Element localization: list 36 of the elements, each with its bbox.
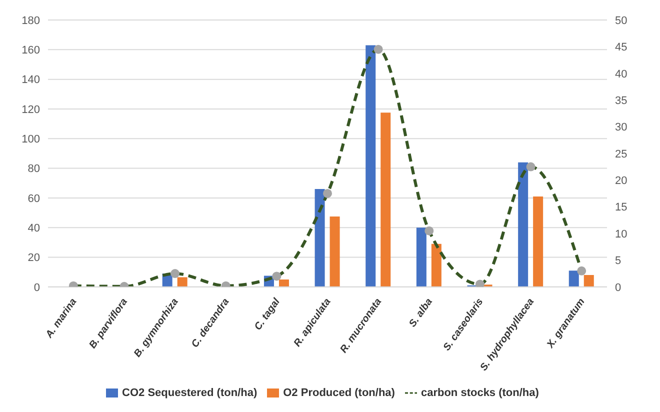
bar <box>518 162 528 287</box>
bar <box>431 244 442 287</box>
y-tick-label: 140 <box>22 74 40 86</box>
y2-tick-label: 20 <box>615 175 628 188</box>
bar <box>533 196 544 287</box>
y2-tick-label: 25 <box>615 148 628 160</box>
y-tick-label: 160 <box>22 44 40 57</box>
y-tick-label: 100 <box>22 134 40 146</box>
y2-tick-label: 30 <box>615 122 628 134</box>
bar <box>584 275 594 287</box>
bar <box>177 277 188 287</box>
bar <box>314 189 325 287</box>
legend-label: CO2 Sequestered (ton/ha) <box>122 386 258 399</box>
y2-tick-label: 10 <box>615 228 628 240</box>
bar <box>416 228 426 287</box>
y2-tick-label: 15 <box>615 202 628 214</box>
y2-tick-label: 40 <box>615 68 628 80</box>
bar <box>278 279 289 287</box>
y-tick-label: 20 <box>28 252 40 264</box>
y-tick-label: 60 <box>28 192 40 205</box>
y-tick-label: 120 <box>22 104 40 116</box>
bar <box>366 45 376 287</box>
y2-tick-label: 5 <box>615 255 622 268</box>
bar <box>380 112 391 287</box>
y2-tick-label: 45 <box>615 42 628 54</box>
y2-tick-label: 0 <box>615 282 622 294</box>
y-tick-label: 180 <box>22 14 40 27</box>
legend-label: O2 Produced (ton/ha) <box>283 386 395 399</box>
y-tick-label: 0 <box>34 282 40 294</box>
legend-label: carbon stocks (ton/ha) <box>420 386 539 399</box>
y2-tick-label: 35 <box>615 94 628 107</box>
y-tick-label: 80 <box>28 163 40 176</box>
y2-tick-label: 50 <box>615 14 628 27</box>
bar <box>568 270 579 287</box>
y-tick-label: 40 <box>28 222 40 234</box>
bar <box>330 216 340 287</box>
